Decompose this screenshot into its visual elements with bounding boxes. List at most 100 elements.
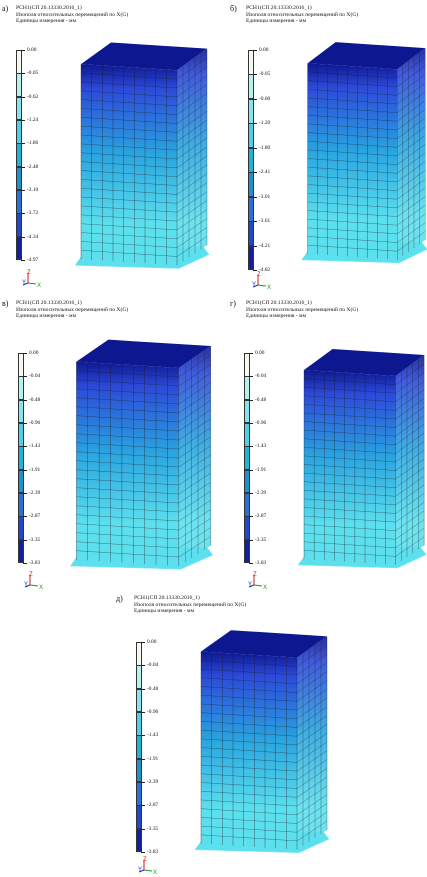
panel-units: Единицы измерения - мм: [16, 18, 77, 25]
scale-tick: [141, 735, 145, 737]
panel-label: г): [230, 299, 236, 308]
scale-tick: [21, 50, 25, 51]
scale-tick: [253, 98, 257, 100]
scale-label: -0.04: [255, 373, 267, 380]
panel-subtitle: Изополя относительных перемещений по X(G…: [16, 11, 129, 18]
scale-tick: [23, 469, 27, 471]
scale-tick: [23, 399, 27, 401]
scale-tick: [23, 516, 27, 518]
scale-tick: [21, 96, 25, 98]
scale-tick: [253, 74, 257, 76]
scale-tick: [253, 245, 257, 247]
building-model: [74, 42, 210, 269]
scale-label: -3.72: [27, 210, 39, 217]
scale-tick: [23, 376, 27, 378]
scale-swatch: [244, 493, 250, 517]
scale-label: 0.00: [27, 47, 37, 53]
scale-tick: [23, 539, 27, 541]
panel-units: Единицы измерения - мм: [16, 313, 77, 320]
scale-label: 0.00: [29, 350, 39, 356]
scale-swatch: [18, 423, 24, 447]
scale-label: -3.83: [147, 849, 159, 855]
scale-swatch: [18, 493, 24, 517]
x-axis-line: [253, 584, 263, 587]
scale-label: -3.10: [27, 187, 39, 193]
x-axis-label: X: [263, 585, 267, 591]
scale-label: -0.60: [259, 95, 271, 102]
scale-label: -0.48: [29, 396, 41, 403]
scale-label: -3.35: [147, 825, 159, 832]
roof: [81, 42, 207, 71]
scale-label: -3.35: [255, 536, 267, 543]
scale-label: -1.91: [29, 466, 41, 473]
scale-swatch: [18, 353, 24, 377]
scale-tick: [141, 712, 145, 713]
scale-label: 0.00: [259, 47, 269, 53]
scale-tick: [249, 376, 253, 378]
scale-swatch: [248, 74, 254, 100]
scale-swatch: [248, 196, 254, 222]
scale-label: -0.96: [147, 709, 159, 715]
scale-tick: [141, 852, 145, 853]
scale-label: -4.21: [259, 242, 271, 249]
panel-subtitle: Изополя относительных перемещений по X(G…: [16, 306, 129, 313]
scale-swatch: [16, 166, 22, 191]
color-scale: 0.00 -0.04 -0.48 -0.96 -1.43 -1.91 -2.39 -2.87 -…: [244, 350, 284, 566]
scale-swatch: [16, 213, 22, 238]
scale-swatch: [136, 758, 142, 783]
building-model: [69, 339, 214, 570]
scale-swatch: [18, 376, 24, 401]
scale-swatch: [16, 190, 22, 214]
y-axis-line: [24, 584, 31, 588]
scale-label: -0.96: [255, 420, 267, 426]
scale-tick: [21, 260, 25, 261]
scale-tick: [23, 446, 27, 448]
scale-label: -1.24: [27, 117, 39, 123]
scale-tick: [21, 166, 25, 168]
scale-swatch: [136, 805, 142, 830]
scale-swatch: [248, 221, 254, 247]
scale-label: -2.41: [259, 169, 271, 176]
scale-tick: [253, 50, 257, 51]
scale-label: -4.82: [259, 267, 271, 273]
scale-tick: [249, 539, 253, 541]
roof: [201, 630, 327, 658]
scale-swatch: [248, 50, 254, 75]
scale-swatch: [136, 665, 142, 690]
scale-tick: [253, 196, 257, 198]
panel-subtitle: Изополя относительных перемещений по X(G…: [246, 11, 359, 18]
y-axis-label: Y: [138, 867, 142, 873]
scale-swatch: [244, 399, 250, 424]
scale-label: -3.35: [29, 536, 41, 543]
side-face: [397, 48, 426, 260]
z-axis-label: Z: [257, 272, 261, 278]
scale-swatch: [244, 446, 250, 471]
scale-swatch: [136, 782, 142, 806]
scale-swatch: [248, 147, 254, 173]
scale-label: -2.39: [147, 779, 159, 785]
scale-swatch: [16, 120, 22, 144]
x-axis-label: X: [39, 585, 43, 591]
panel-header: РСН1(СП 20.13330.2016_1) Изополя относит…: [16, 5, 128, 25]
scale-label: -1.43: [147, 732, 159, 739]
y-axis-label: Y: [24, 582, 28, 588]
scale-swatch: [136, 735, 142, 760]
color-scale: 0.00 -0.04 -0.48 -0.96 -1.43 -1.91 -2.39 -2.87 -…: [18, 350, 58, 566]
scale-tick: [23, 353, 27, 354]
panel-units: Единицы измерения - мм: [246, 313, 307, 320]
scale-label: -4.34: [27, 233, 39, 240]
scale-label: -1.43: [29, 443, 41, 450]
panel-header: РСН1(СП 20.13330.2016_1) Изополя относит…: [246, 300, 358, 320]
scale-label: -3.01: [259, 193, 271, 200]
scale-swatch: [16, 50, 22, 74]
scale-tick: [141, 758, 145, 760]
panel-g: г) РСН1(СП 20.13330.2016_1) Изополя отно…: [214, 295, 427, 591]
scale-label: -0.04: [147, 662, 159, 669]
panel-title: РСН1(СП 20.13330.2016_1): [134, 595, 200, 601]
scale-tick: [21, 73, 25, 75]
y-axis-label: Y: [252, 282, 256, 288]
scale-swatch: [18, 399, 24, 424]
scale-swatch: [136, 642, 142, 666]
